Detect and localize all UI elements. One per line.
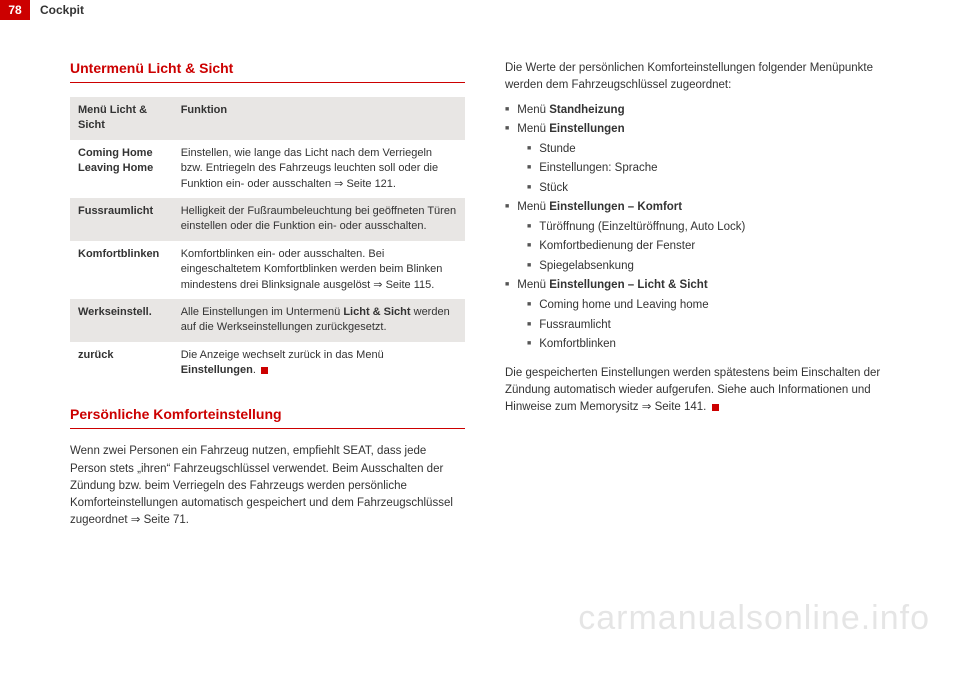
page-number: 78: [0, 0, 30, 20]
komfort-paragraph: Wenn zwei Personen ein Fahrzeug nutzen, …: [70, 443, 465, 529]
table-row: KomfortblinkenKomfortblinken ein- oder a…: [70, 241, 465, 299]
table-row: Werkseinstell.Alle Einstellungen im Unte…: [70, 299, 465, 342]
table-row: FussraumlichtHelligkeit der Fußraumbeleu…: [70, 198, 465, 241]
row-label: Fussraumlicht: [70, 198, 173, 241]
header-section: Cockpit: [40, 3, 84, 17]
list-item: Spiegelabsenkung: [527, 257, 900, 277]
list-item: Menü EinstellungenStundeEinstellungen: S…: [505, 120, 900, 198]
row-function: Alle Einstellungen im Untermenü Licht & …: [173, 299, 465, 342]
row-label: Komfortblinken: [70, 241, 173, 299]
intro-text: Die Werte der persönlichen Komforteinste…: [505, 60, 900, 95]
row-label: Coming Home Leaving Home: [70, 140, 173, 198]
list-item: Einstellungen: Sprache: [527, 159, 900, 179]
list-item: Stück: [527, 179, 900, 199]
row-function: Einstellen, wie lange das Licht nach dem…: [173, 140, 465, 198]
list-item: Coming home und Leaving home: [527, 296, 900, 316]
page-header: 78 Cockpit: [0, 0, 960, 20]
watermark: carmanualsonline.info: [578, 599, 930, 638]
menu-list: Menü StandheizungMenü EinstellungenStund…: [505, 101, 900, 355]
list-item: Stunde: [527, 140, 900, 160]
row-label: Menü Licht & Sicht: [70, 97, 173, 140]
content-columns: Untermenü Licht & Sicht Menü Licht & Sic…: [0, 20, 960, 536]
table-row: Coming Home Leaving HomeEinstellen, wie …: [70, 140, 465, 198]
end-marker-icon: [261, 367, 268, 374]
row-function: Helligkeit der Fußraumbeleuchtung bei ge…: [173, 198, 465, 241]
section-title-komfort: Persönliche Komforteinstellung: [70, 406, 465, 422]
outro-text: Die gespeicherten Einstellungen werden s…: [505, 365, 900, 417]
section-title-licht-sicht: Untermenü Licht & Sicht: [70, 60, 465, 76]
list-item: Menü Standheizung: [505, 101, 900, 121]
table-row: Menü Licht & SichtFunktion: [70, 97, 465, 140]
section-rule: [70, 428, 465, 429]
end-marker-icon: [712, 404, 719, 411]
row-function: Die Anzeige wechselt zurück in das Menü …: [173, 342, 465, 385]
row-function: Komfortblinken ein- oder ausschalten. Be…: [173, 241, 465, 299]
list-item: Komfortblinken: [527, 335, 900, 355]
row-function: Funktion: [173, 97, 465, 140]
list-item: Türöffnung (Einzeltüröffnung, Auto Lock): [527, 218, 900, 238]
section-rule: [70, 82, 465, 83]
settings-table: Menü Licht & SichtFunktionComing Home Le…: [70, 97, 465, 384]
list-item: Menü Einstellungen – Licht & SichtComing…: [505, 276, 900, 354]
table-row: zurückDie Anzeige wechselt zurück in das…: [70, 342, 465, 385]
right-column: Die Werte der persönlichen Komforteinste…: [505, 60, 900, 536]
row-label: Werkseinstell.: [70, 299, 173, 342]
left-column: Untermenü Licht & Sicht Menü Licht & Sic…: [70, 60, 465, 536]
list-item: Komfortbedienung der Fenster: [527, 237, 900, 257]
list-item: Fussraumlicht: [527, 316, 900, 336]
list-item: Menü Einstellungen – KomfortTüröffnung (…: [505, 198, 900, 276]
row-label: zurück: [70, 342, 173, 385]
